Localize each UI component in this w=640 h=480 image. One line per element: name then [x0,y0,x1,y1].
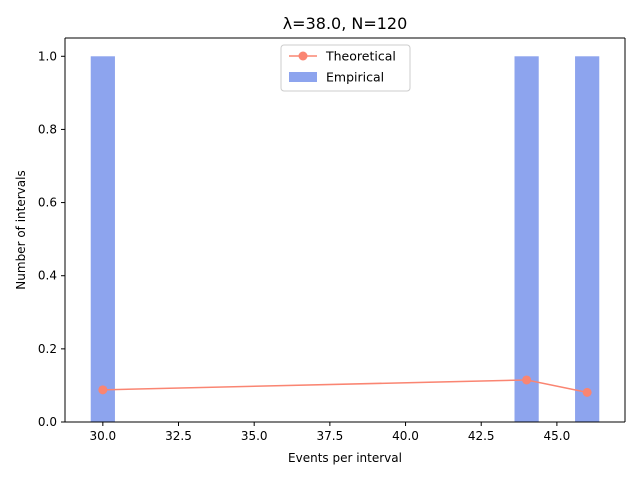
y-tick-label: 0.4 [38,269,57,283]
y-tick-label: 0.2 [38,342,57,356]
theoretical-point [582,387,592,397]
x-axis-label: Events per interval [288,451,402,465]
x-tick-label: 37.5 [317,429,344,443]
y-tick-label: 0.8 [38,122,57,136]
empirical-bar [90,56,115,423]
theoretical-point [98,385,108,395]
legend-empirical-swatch [289,72,317,82]
chart-title: λ=38.0, N=120 [283,14,408,33]
theoretical-point [522,375,532,385]
x-tick-label: 42.5 [468,429,495,443]
x-tick-label: 45.0 [544,429,571,443]
x-tick-label: 32.5 [165,429,192,443]
y-tick-label: 0.0 [38,415,57,429]
axes [64,37,626,423]
legend-label-theoretical: Theoretical [325,49,396,64]
legend-label-empirical: Empirical [326,70,384,85]
x-axis-ticks: 30.0 32.5 35.0 37.5 40.0 42.5 45.0 [89,422,570,443]
x-tick-label: 35.0 [241,429,268,443]
y-axis-label: Number of intervals [14,170,28,289]
legend-theoretical-marker [298,51,308,61]
x-tick-label: 40.0 [392,429,419,443]
empirical-bar [514,56,539,423]
empirical-bars [90,56,600,423]
theoretical-series [98,375,592,397]
y-tick-label: 0.6 [38,196,57,210]
empirical-bar [575,56,600,423]
x-tick-label: 30.0 [89,429,116,443]
legend: Theoretical Empirical [280,44,411,92]
y-tick-label: 1.0 [38,49,57,63]
y-axis-ticks: 0.0 0.2 0.4 0.6 0.8 1.0 [38,49,65,429]
